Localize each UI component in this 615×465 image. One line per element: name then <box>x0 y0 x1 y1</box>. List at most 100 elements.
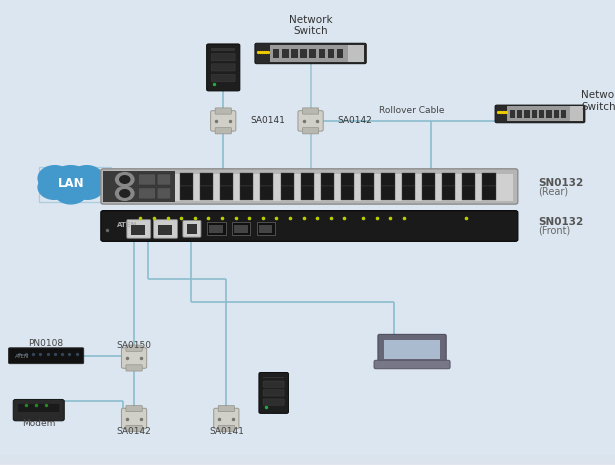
Bar <box>0 459 615 464</box>
Bar <box>0 458 615 463</box>
Bar <box>0 459 615 464</box>
FancyBboxPatch shape <box>300 49 307 59</box>
FancyBboxPatch shape <box>154 219 178 238</box>
Text: Rollover Cable: Rollover Cable <box>379 106 445 115</box>
FancyBboxPatch shape <box>122 348 147 368</box>
Bar <box>0 458 615 462</box>
FancyBboxPatch shape <box>157 188 171 199</box>
Bar <box>0 460 615 465</box>
Text: Modem: Modem <box>22 418 55 428</box>
Bar <box>0 456 615 460</box>
Bar <box>0 456 615 461</box>
Circle shape <box>120 176 130 183</box>
FancyBboxPatch shape <box>561 110 566 118</box>
Bar <box>0 458 615 463</box>
Bar <box>0 460 615 465</box>
Bar <box>0 458 615 463</box>
Bar <box>0 457 615 461</box>
Bar <box>0 458 615 462</box>
Bar <box>0 456 615 461</box>
Bar <box>0 458 615 463</box>
FancyBboxPatch shape <box>220 186 233 200</box>
Bar <box>0 459 615 464</box>
FancyBboxPatch shape <box>554 110 559 118</box>
FancyBboxPatch shape <box>384 340 440 359</box>
FancyBboxPatch shape <box>101 211 518 241</box>
FancyBboxPatch shape <box>126 365 142 371</box>
Bar <box>0 457 615 461</box>
FancyBboxPatch shape <box>200 173 213 186</box>
Bar <box>0 456 615 460</box>
Bar <box>0 456 615 461</box>
Circle shape <box>38 166 71 191</box>
Bar <box>0 458 615 463</box>
FancyBboxPatch shape <box>348 45 364 62</box>
FancyBboxPatch shape <box>495 105 585 123</box>
FancyBboxPatch shape <box>127 219 151 238</box>
Bar <box>0 460 615 465</box>
Bar <box>0 457 615 461</box>
Bar <box>0 458 615 463</box>
Text: Network
Switch: Network Switch <box>289 15 332 36</box>
Bar <box>0 457 615 462</box>
FancyBboxPatch shape <box>321 173 334 186</box>
FancyBboxPatch shape <box>539 110 544 118</box>
FancyBboxPatch shape <box>442 186 455 200</box>
Bar <box>0 456 615 461</box>
FancyBboxPatch shape <box>158 225 172 235</box>
Text: ATEN: ATEN <box>116 222 137 228</box>
Bar <box>0 459 615 464</box>
Circle shape <box>54 179 87 204</box>
FancyBboxPatch shape <box>309 49 316 59</box>
Bar <box>0 457 615 461</box>
Bar <box>0 456 615 461</box>
FancyBboxPatch shape <box>422 173 435 186</box>
FancyBboxPatch shape <box>532 110 537 118</box>
FancyBboxPatch shape <box>234 225 248 233</box>
Bar <box>0 460 615 465</box>
FancyBboxPatch shape <box>215 108 231 114</box>
Bar <box>0 460 615 465</box>
FancyBboxPatch shape <box>263 377 284 379</box>
FancyBboxPatch shape <box>321 186 334 200</box>
FancyBboxPatch shape <box>200 186 213 200</box>
FancyBboxPatch shape <box>507 106 583 121</box>
Bar <box>0 457 615 462</box>
Bar <box>0 457 615 462</box>
Bar <box>0 459 615 464</box>
FancyBboxPatch shape <box>138 174 156 185</box>
Bar <box>0 459 615 464</box>
Bar <box>0 459 615 464</box>
FancyBboxPatch shape <box>218 405 234 412</box>
FancyBboxPatch shape <box>263 381 284 387</box>
Bar <box>0 457 615 462</box>
FancyBboxPatch shape <box>482 173 496 186</box>
Text: (Front): (Front) <box>538 226 570 236</box>
FancyBboxPatch shape <box>180 173 192 186</box>
Bar <box>0 459 615 464</box>
FancyBboxPatch shape <box>183 220 201 237</box>
FancyBboxPatch shape <box>462 173 475 186</box>
Bar <box>0 459 615 464</box>
FancyBboxPatch shape <box>280 173 294 186</box>
Bar <box>0 458 615 463</box>
Bar <box>0 456 615 460</box>
Bar <box>0 460 615 465</box>
Bar <box>0 458 615 462</box>
Circle shape <box>38 175 70 199</box>
FancyBboxPatch shape <box>282 49 288 59</box>
Bar <box>0 456 615 461</box>
Text: SA0142: SA0142 <box>338 116 373 126</box>
FancyBboxPatch shape <box>269 45 364 62</box>
Circle shape <box>116 173 134 186</box>
FancyBboxPatch shape <box>280 186 294 200</box>
FancyBboxPatch shape <box>517 110 522 118</box>
FancyBboxPatch shape <box>263 390 284 396</box>
Bar <box>0 457 615 461</box>
FancyBboxPatch shape <box>303 128 319 134</box>
FancyBboxPatch shape <box>101 169 518 204</box>
FancyBboxPatch shape <box>319 49 325 59</box>
FancyBboxPatch shape <box>256 222 275 235</box>
FancyBboxPatch shape <box>547 110 552 118</box>
FancyBboxPatch shape <box>328 49 334 59</box>
